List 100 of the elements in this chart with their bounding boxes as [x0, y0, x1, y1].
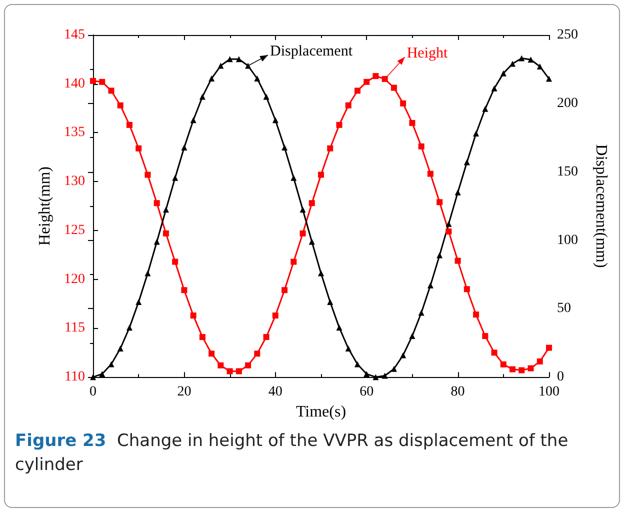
point — [546, 344, 552, 351]
point — [390, 84, 397, 91]
point — [117, 346, 124, 352]
y-axis-title: Height(mm) — [36, 166, 54, 246]
point — [90, 374, 96, 380]
point — [354, 88, 360, 94]
point — [199, 334, 206, 340]
point — [245, 362, 252, 368]
point — [254, 76, 260, 82]
point — [382, 372, 388, 379]
point — [126, 122, 132, 128]
point — [272, 117, 278, 124]
point — [136, 145, 142, 152]
point — [372, 374, 379, 380]
point — [336, 324, 342, 331]
point — [400, 352, 406, 358]
point — [218, 362, 224, 368]
y2-tick-label: 200 — [557, 96, 578, 111]
point — [436, 199, 443, 206]
point — [190, 117, 196, 124]
point — [181, 287, 188, 294]
legend-label: Displacement — [270, 44, 354, 60]
point — [454, 258, 461, 264]
point — [446, 228, 452, 234]
point — [144, 172, 151, 178]
point — [99, 78, 106, 85]
point — [518, 367, 525, 374]
point — [236, 56, 242, 62]
y-tick-label: 130 — [64, 174, 85, 190]
point — [491, 350, 498, 356]
point — [282, 144, 288, 150]
point — [464, 286, 470, 292]
legend-label: Height — [406, 45, 448, 62]
x-tick-label: 80 — [450, 384, 465, 400]
point — [308, 200, 315, 206]
point — [226, 368, 233, 374]
point — [136, 298, 142, 305]
text: Figure 23 Change in height of the VVPR as displacement of the cylinder — [15, 431, 568, 475]
point — [300, 206, 306, 213]
point — [409, 120, 416, 126]
point — [510, 366, 516, 372]
point — [308, 238, 315, 245]
point — [108, 361, 114, 368]
point — [336, 122, 342, 128]
point — [500, 70, 506, 76]
point — [536, 63, 543, 70]
point — [190, 312, 196, 319]
x-tick-label: 100 — [538, 384, 560, 400]
point — [272, 312, 278, 319]
y-tick-label: 135 — [64, 125, 85, 140]
point — [236, 368, 242, 374]
point — [518, 55, 525, 62]
y-tick-label: 110 — [64, 370, 85, 385]
point — [208, 350, 215, 357]
point — [290, 174, 297, 181]
point — [327, 298, 334, 305]
point — [154, 238, 160, 245]
y-tick-label: 120 — [64, 272, 85, 287]
y-tick-label: 115 — [64, 320, 85, 336]
point — [345, 346, 352, 352]
point — [117, 102, 124, 108]
point — [500, 361, 506, 368]
point — [300, 230, 306, 236]
point — [318, 172, 324, 178]
point — [199, 94, 206, 100]
point — [226, 56, 233, 62]
point — [436, 252, 443, 258]
point — [546, 76, 552, 82]
point — [364, 78, 370, 85]
y-tick-label: 125 — [64, 222, 85, 238]
point — [144, 270, 151, 276]
point — [528, 365, 534, 372]
point — [510, 60, 516, 67]
point — [409, 333, 416, 340]
point — [154, 200, 160, 206]
point — [162, 230, 169, 236]
point — [482, 106, 488, 112]
point — [263, 94, 270, 100]
point — [400, 100, 406, 106]
point — [282, 287, 288, 294]
y-tick-label: 145 — [64, 28, 85, 42]
y-tick-label: 140 — [64, 76, 85, 92]
x-tick-label: 20 — [177, 384, 192, 400]
point — [245, 62, 252, 69]
point — [162, 206, 169, 213]
point — [482, 333, 488, 340]
point — [263, 334, 270, 340]
point — [318, 270, 324, 276]
point — [354, 361, 360, 368]
point — [172, 174, 178, 181]
point — [473, 312, 480, 318]
point — [418, 310, 424, 316]
y2-tick-label: 150 — [557, 164, 578, 180]
point — [208, 76, 215, 82]
point — [454, 189, 461, 196]
x-tick-label: 60 — [360, 384, 374, 400]
point — [108, 88, 114, 94]
point — [364, 370, 370, 377]
point — [528, 56, 534, 63]
point — [464, 159, 470, 166]
